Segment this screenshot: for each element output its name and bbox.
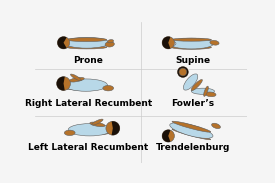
Text: Left Lateral Recumbent: Left Lateral Recumbent [28,143,148,152]
Ellipse shape [170,123,213,138]
Wedge shape [57,37,67,49]
Wedge shape [162,37,170,49]
Ellipse shape [90,122,105,127]
Ellipse shape [108,40,114,43]
Ellipse shape [210,40,219,45]
Circle shape [178,67,188,77]
Ellipse shape [191,79,202,91]
Ellipse shape [65,86,96,90]
Ellipse shape [191,88,214,94]
Wedge shape [162,130,170,142]
Circle shape [179,68,187,76]
Ellipse shape [172,129,211,140]
Ellipse shape [79,131,110,135]
Ellipse shape [69,77,84,82]
Ellipse shape [103,85,114,91]
Ellipse shape [67,38,107,42]
Ellipse shape [92,119,103,125]
Text: Right Lateral Recumbent: Right Lateral Recumbent [24,99,152,108]
Circle shape [57,77,70,90]
Wedge shape [57,77,65,90]
Ellipse shape [68,124,111,136]
Text: Supine: Supine [175,56,210,65]
Ellipse shape [170,42,176,45]
Ellipse shape [64,79,108,91]
Ellipse shape [169,38,214,49]
Circle shape [106,121,120,135]
Ellipse shape [64,130,75,136]
Circle shape [57,37,70,49]
Circle shape [162,130,174,142]
Ellipse shape [105,42,114,47]
Ellipse shape [211,123,221,129]
Wedge shape [112,121,120,135]
Wedge shape [178,67,188,77]
Ellipse shape [171,38,211,41]
Ellipse shape [171,45,211,49]
Text: Prone: Prone [73,56,103,65]
Ellipse shape [172,121,211,132]
Circle shape [162,37,174,49]
Text: Trendelenburg: Trendelenburg [156,143,230,152]
Ellipse shape [70,74,81,81]
Ellipse shape [67,46,107,49]
Text: Fowler’s: Fowler’s [171,99,214,108]
Ellipse shape [183,74,198,90]
Ellipse shape [205,92,216,97]
Ellipse shape [64,37,109,48]
Ellipse shape [204,86,208,96]
